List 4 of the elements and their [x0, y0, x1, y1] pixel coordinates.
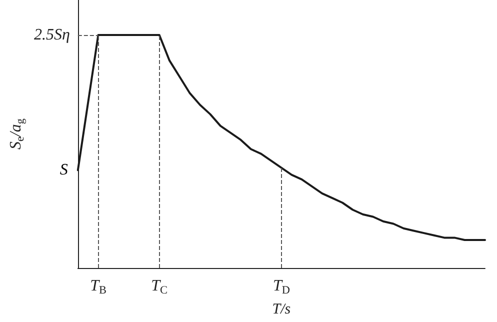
- x-axis-title: T/s: [272, 302, 291, 318]
- y-axis-title: Se/ag: [8, 118, 26, 150]
- text: S: [60, 162, 68, 179]
- ref-line-label: 2.5Sη: [34, 26, 70, 44]
